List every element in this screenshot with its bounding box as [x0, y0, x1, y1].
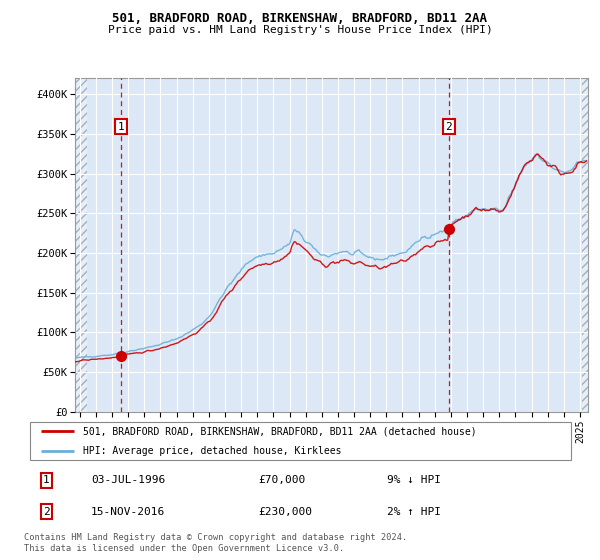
Text: Contains HM Land Registry data © Crown copyright and database right 2024.
This d: Contains HM Land Registry data © Crown c… [24, 533, 407, 553]
Text: £70,000: £70,000 [259, 475, 305, 486]
Text: 501, BRADFORD ROAD, BIRKENSHAW, BRADFORD, BD11 2AA: 501, BRADFORD ROAD, BIRKENSHAW, BRADFORD… [113, 12, 487, 25]
Text: HPI: Average price, detached house, Kirklees: HPI: Average price, detached house, Kirk… [83, 446, 341, 456]
Text: 1: 1 [43, 475, 50, 486]
Text: 2: 2 [446, 122, 452, 132]
Text: 9% ↓ HPI: 9% ↓ HPI [387, 475, 440, 486]
Text: 1: 1 [118, 122, 124, 132]
Text: 03-JUL-1996: 03-JUL-1996 [91, 475, 165, 486]
Text: 2: 2 [43, 507, 50, 517]
Text: £230,000: £230,000 [259, 507, 313, 517]
Text: 2% ↑ HPI: 2% ↑ HPI [387, 507, 440, 517]
Text: Price paid vs. HM Land Registry's House Price Index (HPI): Price paid vs. HM Land Registry's House … [107, 25, 493, 35]
Text: 501, BRADFORD ROAD, BIRKENSHAW, BRADFORD, BD11 2AA (detached house): 501, BRADFORD ROAD, BIRKENSHAW, BRADFORD… [83, 426, 476, 436]
Text: 15-NOV-2016: 15-NOV-2016 [91, 507, 165, 517]
